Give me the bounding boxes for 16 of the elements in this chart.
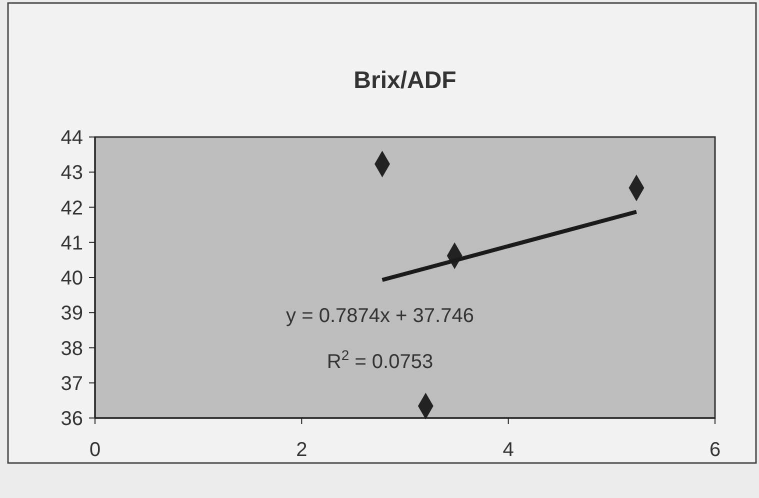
chart-title: Brix/ADF bbox=[354, 67, 456, 94]
y-tick-label: 36 bbox=[60, 408, 83, 430]
annotation: R$^{2}$ = 0.0753 bbox=[326, 347, 434, 373]
annotation: y = 0.7874x + 37.746 bbox=[286, 305, 474, 327]
y-tick-label: 43 bbox=[60, 162, 83, 184]
x-tick-label: 0 bbox=[89, 439, 101, 461]
x-tick-label: 4 bbox=[502, 439, 514, 461]
y-tick-label: 40 bbox=[60, 268, 83, 290]
y-tick-label: 42 bbox=[60, 197, 83, 220]
x-tick-label: 6 bbox=[709, 439, 721, 461]
x-tick-label: 2 bbox=[296, 439, 308, 461]
y-tick-label: 37 bbox=[60, 372, 83, 395]
y-tick-label: 44 bbox=[60, 127, 83, 149]
y-tick-label: 38 bbox=[60, 338, 83, 360]
y-tick-label: 39 bbox=[60, 302, 83, 325]
y-tick-label: 41 bbox=[60, 232, 83, 254]
